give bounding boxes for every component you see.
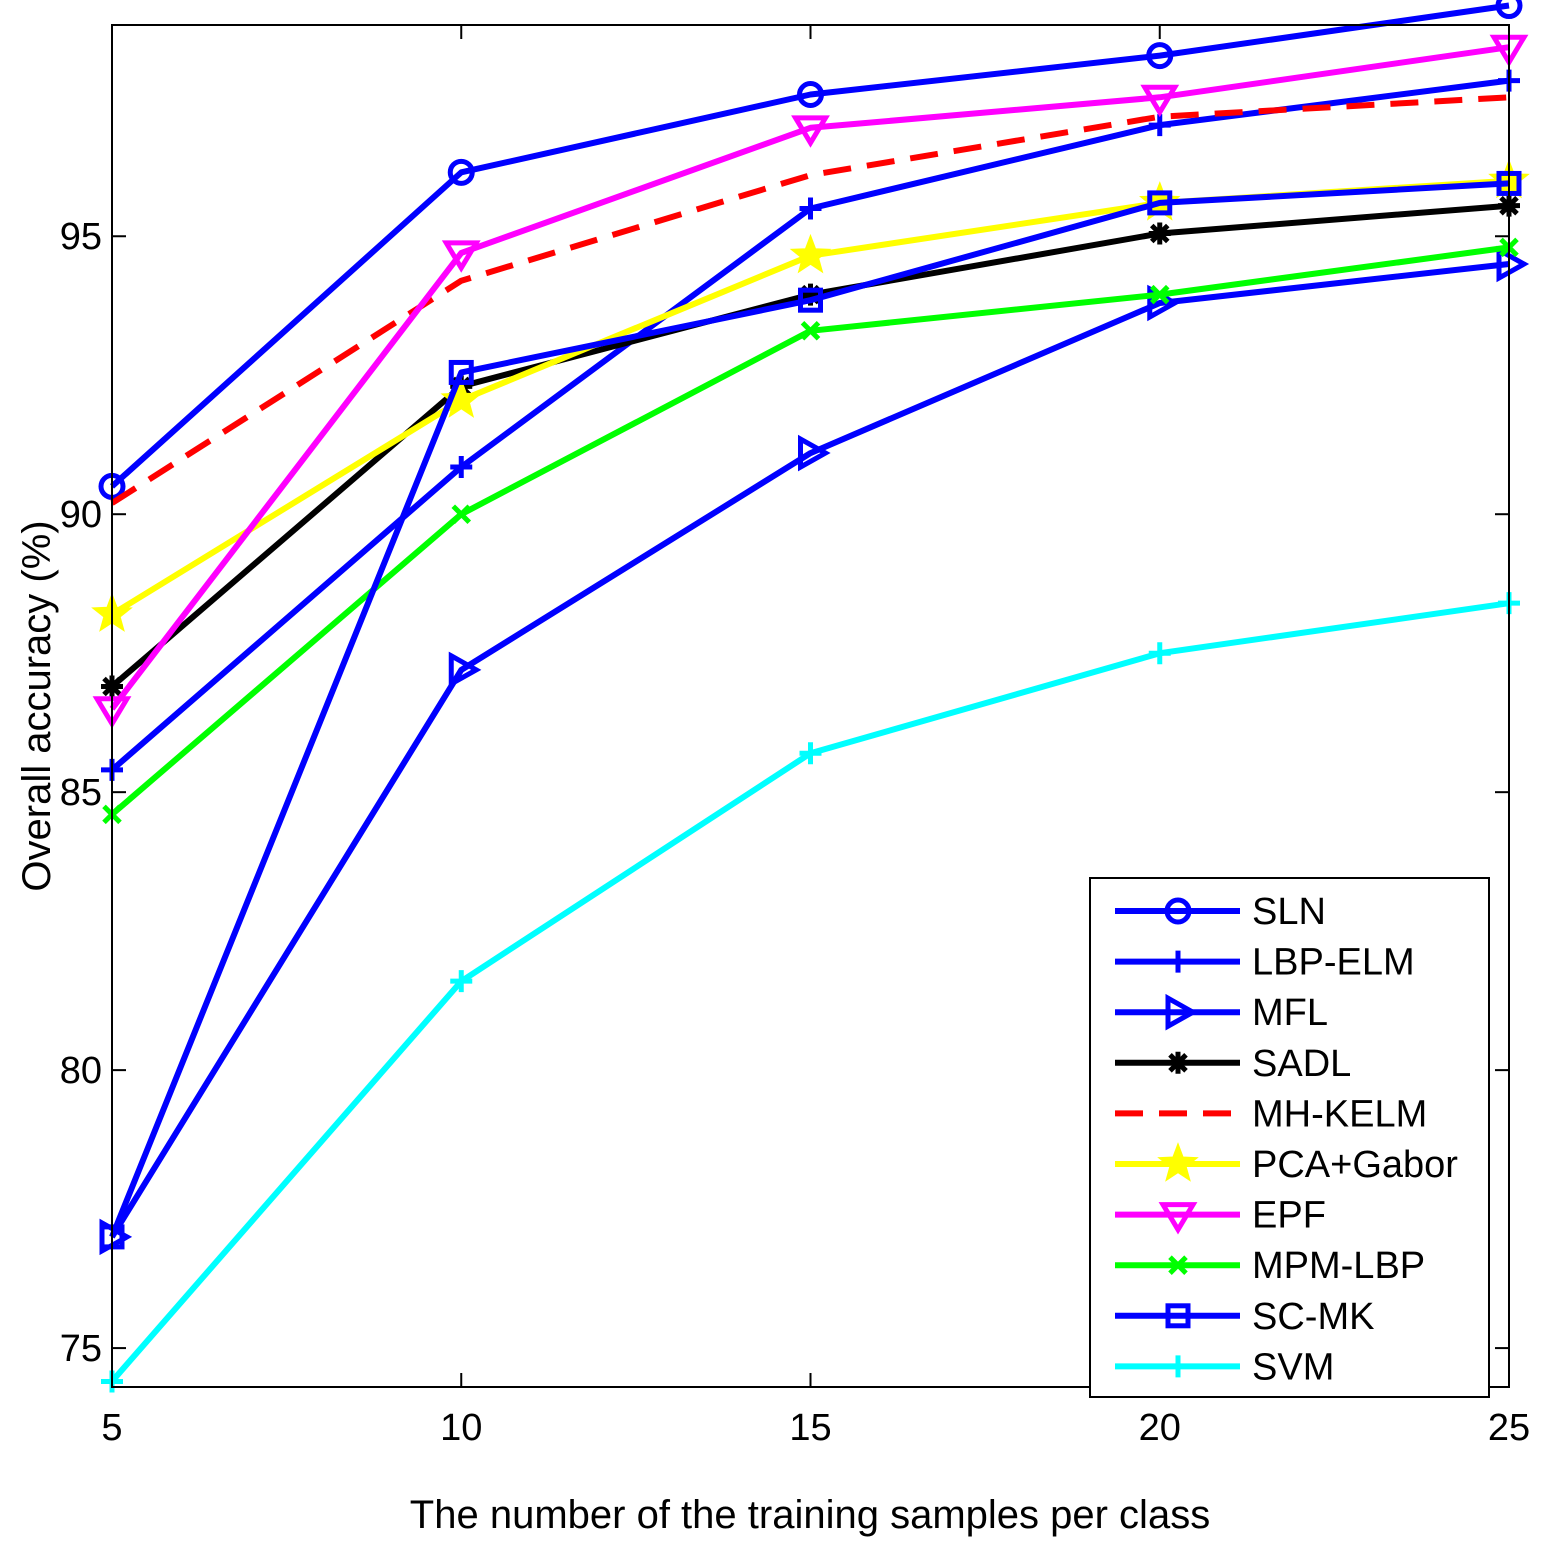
- data-point: [1148, 222, 1171, 245]
- legend-entry: MFL: [1115, 992, 1328, 1034]
- legend-marker: [1164, 897, 1192, 925]
- data-point: [450, 970, 473, 993]
- legend-entry: SADL: [1115, 1043, 1351, 1085]
- data-point: [441, 240, 481, 273]
- data-point: [1147, 190, 1173, 216]
- x-tick-label: 5: [101, 1407, 122, 1449]
- legend-marker: [1167, 1355, 1189, 1378]
- data-point: [451, 504, 472, 524]
- y-axis-title: Overall accuracy (%): [15, 520, 59, 891]
- series-line: [110, 94, 1510, 506]
- data-point: [799, 197, 822, 220]
- legend-entry: PCA+Gabor: [1115, 1142, 1458, 1186]
- data-point: [1148, 114, 1171, 137]
- legend-entry: SVM: [1115, 1346, 1334, 1388]
- data-point: [1140, 84, 1180, 118]
- series-line: [109, 2, 1510, 489]
- legend-marker: [1157, 1142, 1199, 1182]
- data-point: [799, 283, 822, 306]
- legend-entry: SLN: [1115, 891, 1326, 933]
- y-tick-label: 75: [60, 1328, 102, 1370]
- x-tick-label: 10: [440, 1407, 482, 1449]
- data-point: [1496, 245, 1530, 283]
- series-line: [109, 180, 1510, 1239]
- series-line: [109, 44, 1510, 711]
- legend-entry: MH-KELM: [1115, 1093, 1427, 1135]
- series-line: [109, 261, 1510, 1239]
- data-point: [447, 158, 475, 186]
- data-point: [798, 287, 823, 313]
- legend-marker: [1168, 1255, 1188, 1275]
- x-tick-label: 25: [1488, 1407, 1530, 1449]
- x-tick-label: 20: [1139, 1407, 1181, 1449]
- data-point: [798, 434, 831, 472]
- data-point: [1149, 284, 1170, 305]
- legend-label: SADL: [1252, 1043, 1351, 1085]
- legend-label: LBP-ELM: [1252, 942, 1415, 984]
- y-tick-label: 95: [60, 216, 102, 258]
- legend-marker: [1165, 993, 1199, 1031]
- legend-entry: SC-MK: [1115, 1296, 1374, 1338]
- data-point: [448, 359, 474, 385]
- legend-entry: LBP-ELM: [1115, 942, 1415, 984]
- data-point: [1495, 0, 1523, 20]
- legend-marker: [1167, 1051, 1189, 1074]
- legend-entry: MPM-LBP: [1115, 1245, 1425, 1287]
- data-point: [1146, 42, 1174, 70]
- data-point: [789, 233, 832, 274]
- legend-marker: [1158, 1202, 1198, 1235]
- data-point: [440, 378, 483, 418]
- axes-layer: 5 10 15 20 25 75 80 85 90 95: [60, 24, 1530, 1449]
- data-point: [797, 80, 824, 108]
- data-point: [450, 455, 473, 478]
- data-point: [791, 115, 830, 148]
- x-axis-title: The number of the training samples per c…: [410, 1493, 1210, 1537]
- data-point: [1148, 642, 1171, 665]
- series-mh-kelm: [110, 94, 1510, 506]
- legend-entry: EPF: [1115, 1195, 1326, 1237]
- legend-marker: [1167, 950, 1189, 973]
- data-point: [800, 320, 821, 341]
- legend-label: SVM: [1252, 1346, 1334, 1388]
- legend-label: MPM-LBP: [1252, 1245, 1425, 1287]
- legend-marker: [1165, 1303, 1191, 1329]
- legend-label: MH-KELM: [1252, 1093, 1427, 1135]
- legend-label: PCA+Gabor: [1252, 1144, 1458, 1186]
- y-tick-label: 90: [60, 494, 102, 536]
- series-layer: [91, 0, 1530, 1393]
- legend-label: SC-MK: [1252, 1296, 1374, 1338]
- legend-label: EPF: [1252, 1195, 1326, 1237]
- legend-label: MFL: [1252, 992, 1328, 1034]
- data-point: [448, 651, 482, 689]
- legend: SLN LBP-ELM MFL SADL MH-KELM PCA+Gabor EPF MPM-…: [1089, 877, 1490, 1398]
- data-point: [799, 742, 822, 765]
- series-sc-mk: [99, 170, 1522, 1250]
- legend-label: SLN: [1252, 891, 1326, 933]
- y-tick-label: 85: [60, 772, 102, 814]
- y-tick-label: 80: [60, 1050, 102, 1092]
- x-tick-label: 15: [789, 1407, 831, 1449]
